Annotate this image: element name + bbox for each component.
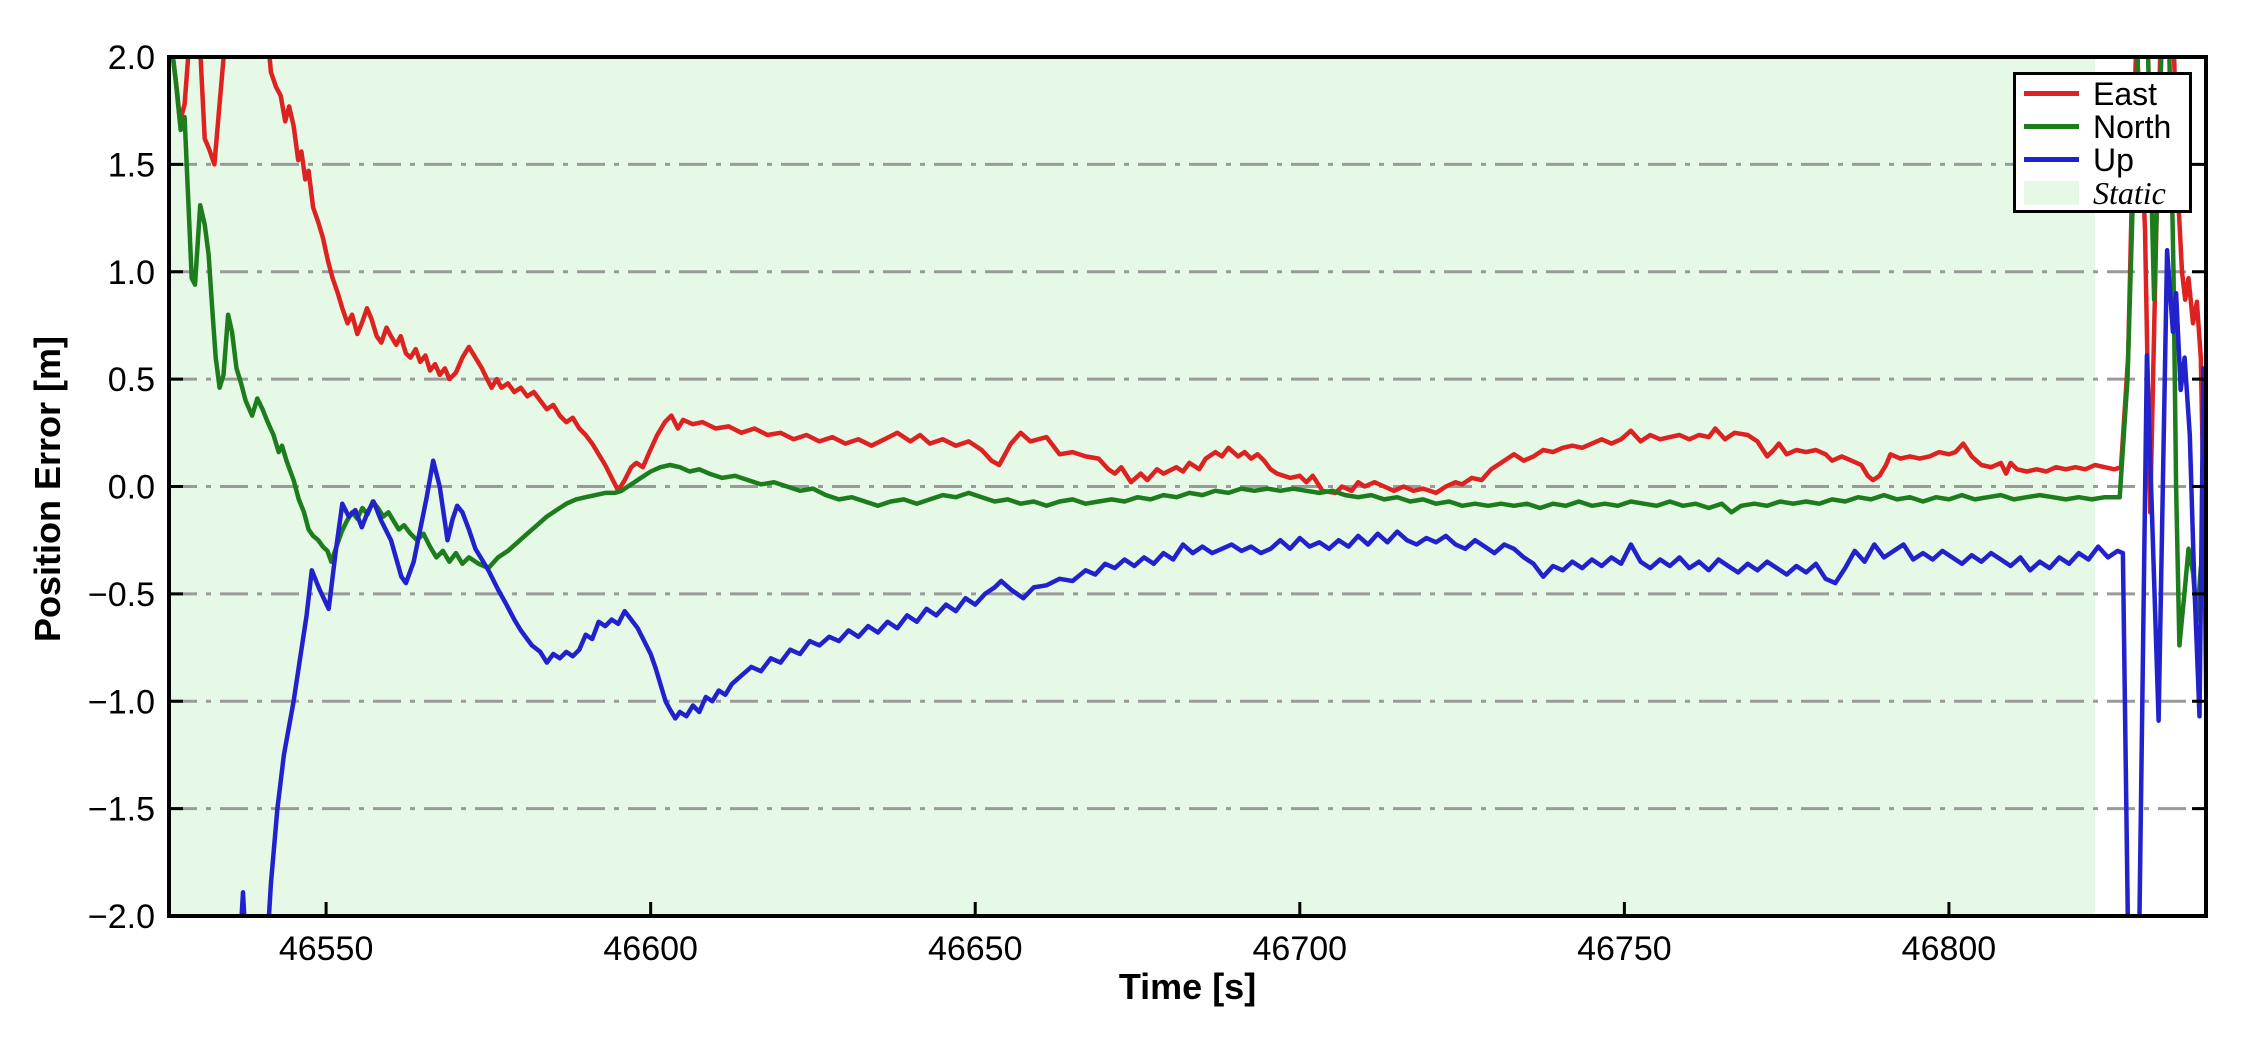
y-tick-label: 2.0	[108, 39, 155, 77]
y-tick-label: −0.5	[88, 576, 155, 614]
static-region-swatch	[2024, 180, 2079, 205]
y-tick-label: −2.0	[88, 898, 155, 936]
legend: East North Up Static	[2013, 72, 2192, 213]
x-tick-label: 46550	[279, 930, 374, 968]
series-line-up	[239, 248, 2206, 916]
legend-entry-north: North	[2024, 110, 2189, 143]
y-tick-label: 0.5	[108, 361, 155, 399]
up-line-swatch	[2024, 157, 2079, 162]
x-tick-label: 46650	[928, 930, 1023, 968]
legend-entry-east: East	[2024, 77, 2189, 110]
y-tick-label: 1.5	[108, 146, 155, 184]
y-tick-label: −1.0	[88, 683, 155, 721]
x-tick-label: 46600	[603, 930, 698, 968]
x-tick-label: 46750	[1577, 930, 1672, 968]
x-tick-label: 46700	[1253, 930, 1348, 968]
legend-label-north: North	[2093, 108, 2172, 145]
north-line-swatch	[2024, 124, 2079, 129]
legend-entry-static: Static	[2024, 176, 2189, 209]
x-axis-title: Time [s]	[1118, 966, 1257, 1007]
legend-label-static: Static	[2093, 174, 2166, 211]
y-tick-label: 1.0	[108, 254, 155, 292]
y-tick-label: −1.5	[88, 791, 155, 829]
legend-entry-up: Up	[2024, 143, 2189, 176]
y-tick-label: 0.0	[108, 469, 155, 507]
east-line-swatch	[2024, 91, 2079, 96]
series-line-north	[170, 57, 2206, 648]
series-line-east	[170, 57, 2206, 789]
legend-label-up: Up	[2093, 141, 2134, 178]
legend-label-east: East	[2093, 75, 2158, 112]
y-axis-title: Position Error [m]	[27, 335, 68, 643]
x-tick-label: 46800	[1902, 930, 1997, 968]
